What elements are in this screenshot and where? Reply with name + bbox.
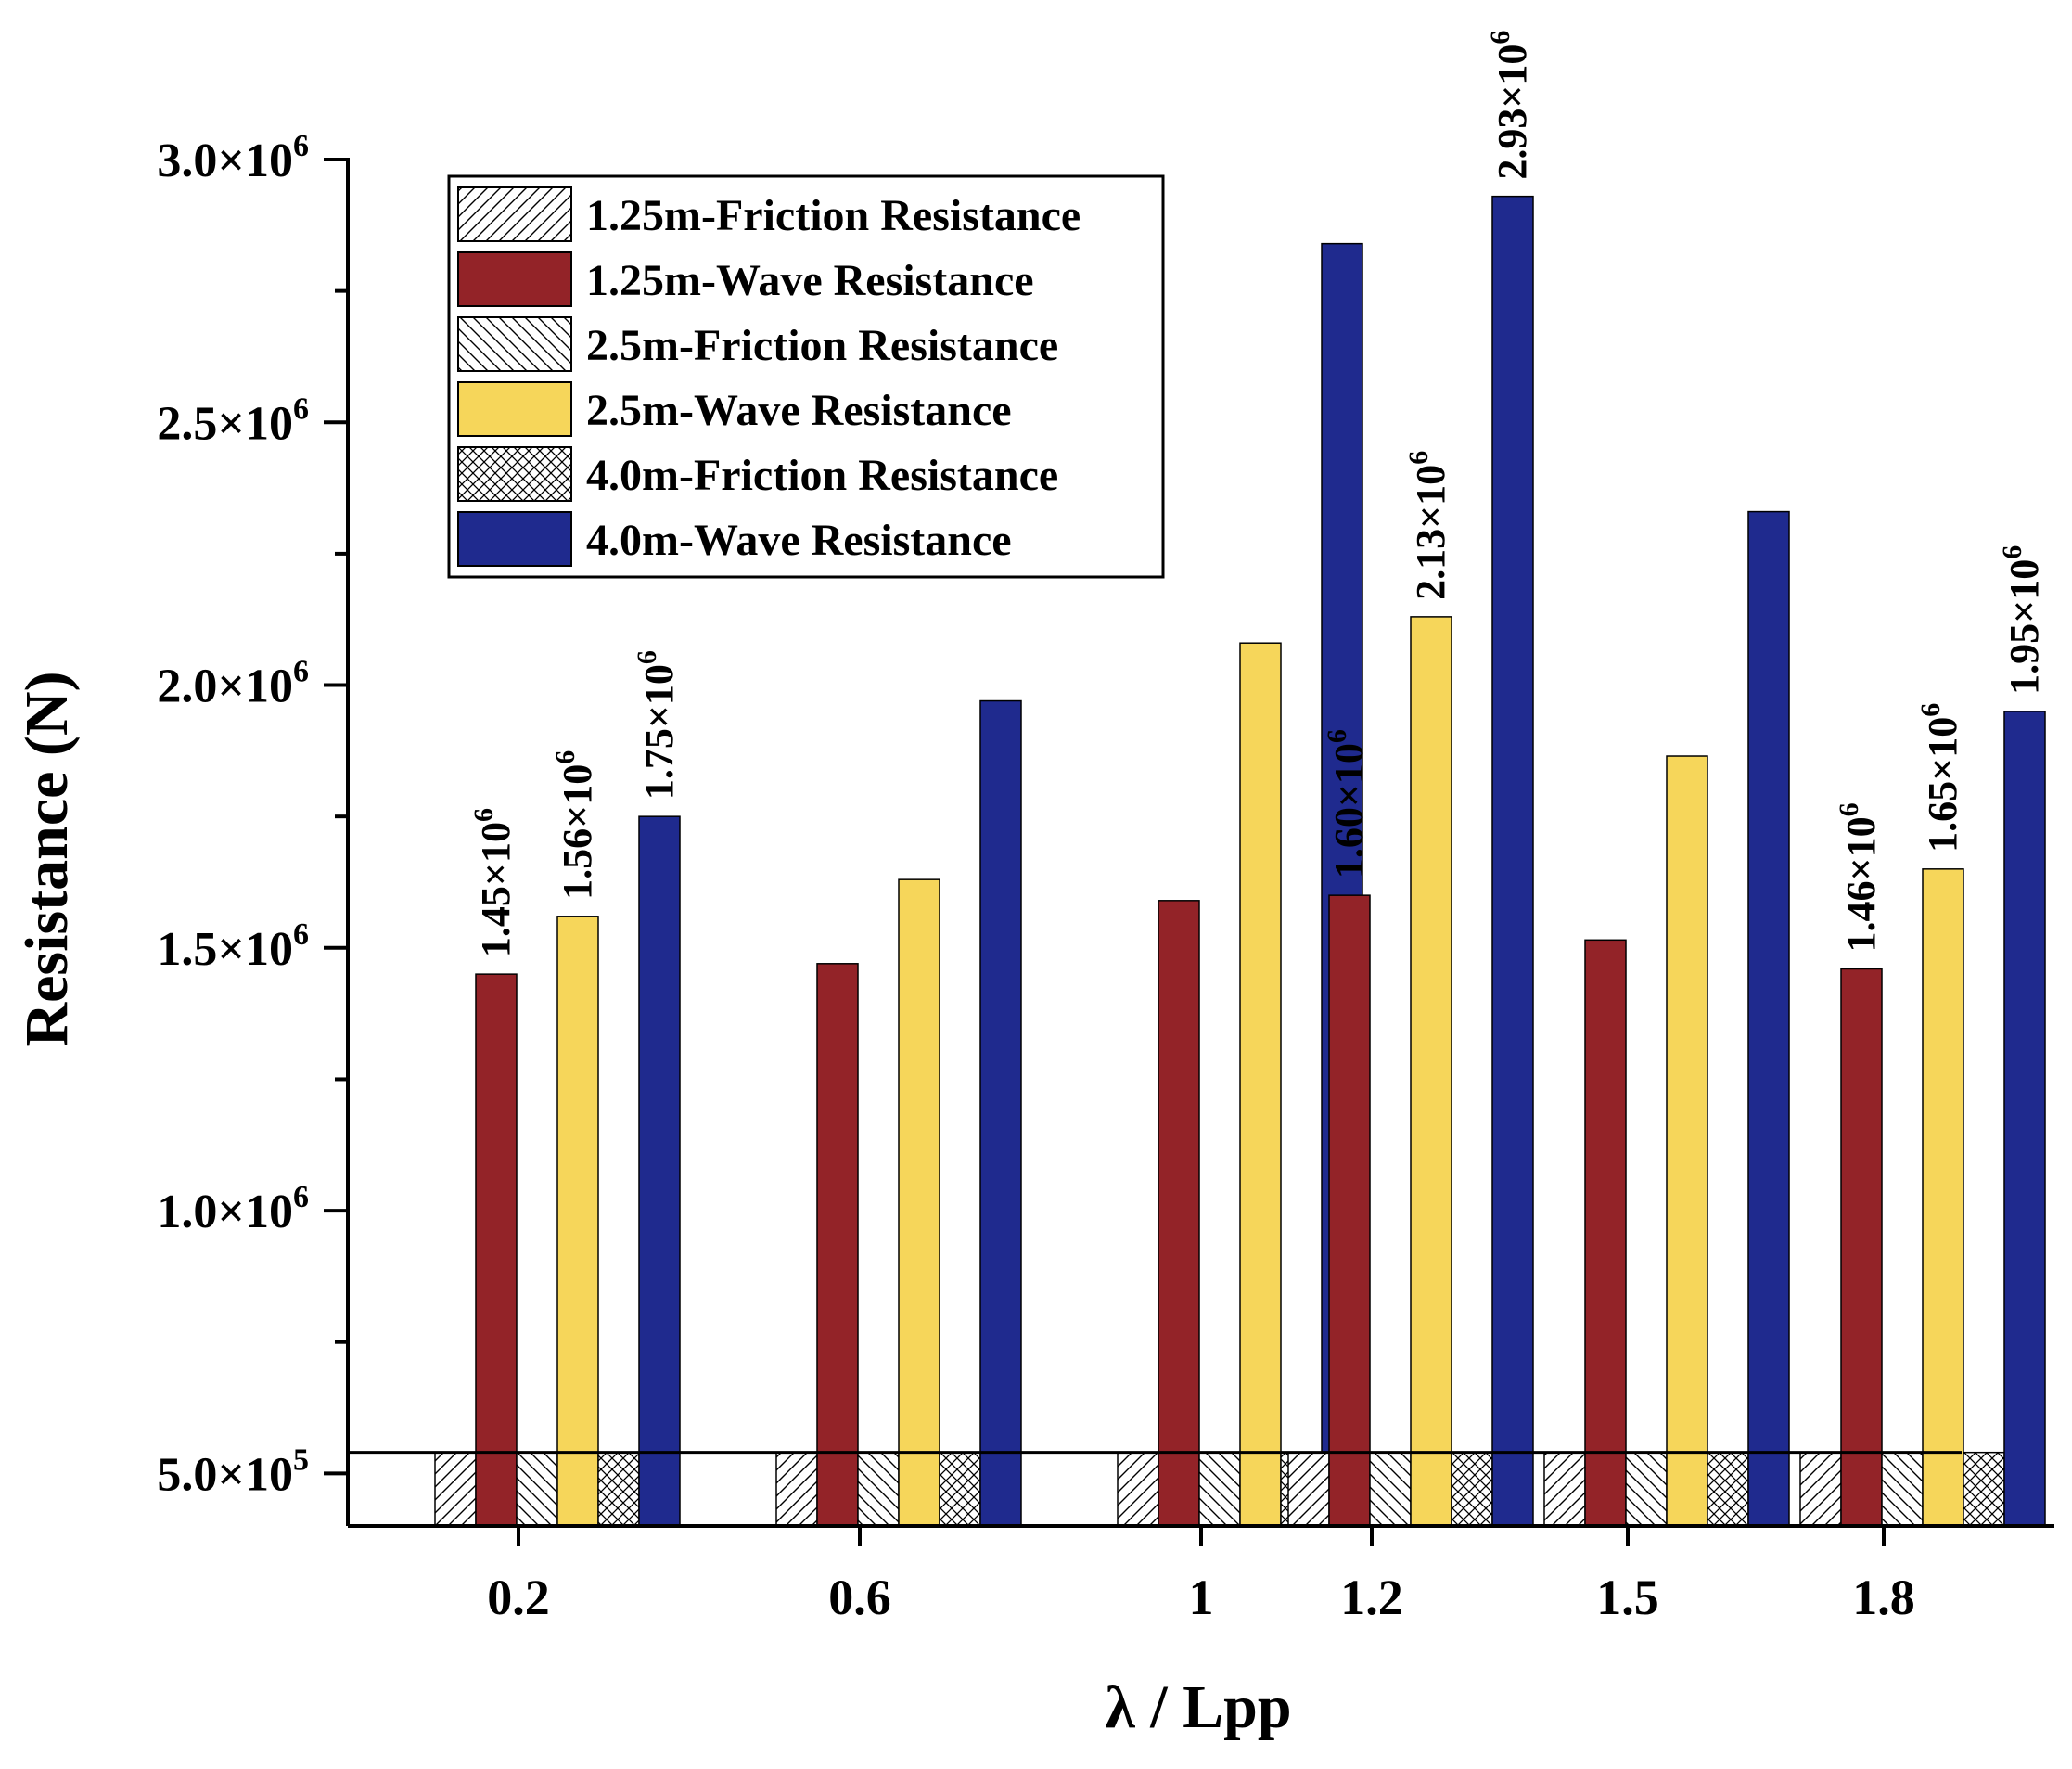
bar-4-0m-wave-resistance-1-2 bbox=[1491, 195, 1534, 1527]
x-tick-label: 1.8 bbox=[1852, 1570, 1915, 1625]
data-label-1-25m-wave-resistance-0-2: 1.45×106 bbox=[468, 808, 518, 957]
legend-swatch-2-5m-wave-resistance bbox=[457, 381, 572, 437]
legend-swatch-2-5m-friction-resistance bbox=[457, 316, 572, 372]
bar-2-5m-friction-resistance-1-2 bbox=[1369, 1451, 1412, 1527]
legend-label-4-0m-friction-resistance: 4.0m-Friction Resistance bbox=[586, 451, 1058, 500]
bars-layer bbox=[434, 195, 2046, 1527]
legend-label-2-5m-friction-resistance: 2.5m-Friction Resistance bbox=[586, 321, 1058, 370]
y-tick-label: 3.0×106 bbox=[157, 129, 309, 187]
data-labels-layer: 1.45×106 1.56×106 1.75×106 1.60×106 2.13×106… bbox=[468, 31, 2047, 958]
bar-4-0m-friction-resistance-1-2 bbox=[1451, 1451, 1493, 1527]
x-axis-title: λ / Lpp bbox=[1105, 1673, 1291, 1741]
y-axis-title: Resistance (N) bbox=[13, 671, 81, 1046]
bar-4-0m-friction-resistance-1-5 bbox=[1707, 1451, 1749, 1527]
bar-2-5m-wave-resistance-0-6 bbox=[898, 878, 940, 1527]
data-label-2-5m-wave-resistance-1-2: 2.13×106 bbox=[1403, 451, 1453, 600]
bar-1-25m-friction-resistance-1-5 bbox=[1543, 1451, 1586, 1527]
bar-1-25m-wave-resistance-1-5 bbox=[1584, 939, 1627, 1527]
legend-label-2-5m-wave-resistance: 2.5m-Wave Resistance bbox=[586, 386, 1012, 435]
bar-2-5m-friction-resistance-0-6 bbox=[857, 1451, 900, 1527]
data-label-2-5m-wave-resistance-0-2: 1.56×106 bbox=[550, 750, 600, 900]
x-tick-label: 0.2 bbox=[487, 1570, 550, 1625]
x-tick-label: 1.2 bbox=[1340, 1570, 1403, 1625]
legend-label-1-25m-friction-resistance: 1.25m-Friction Resistance bbox=[586, 191, 1081, 240]
bar-2-5m-friction-resistance-0-2 bbox=[516, 1451, 558, 1527]
bar-1-25m-friction-resistance-1 bbox=[1117, 1451, 1159, 1527]
bar-4-0m-friction-resistance-1-8 bbox=[1963, 1451, 2005, 1527]
data-label-4-0m-wave-resistance-0-2: 1.75×106 bbox=[632, 650, 682, 800]
y-tick-label: 1.0×106 bbox=[157, 1180, 309, 1238]
bar-1-25m-wave-resistance-1-2 bbox=[1328, 894, 1371, 1527]
legend-swatch-1-25m-wave-resistance bbox=[457, 251, 572, 307]
bar-1-25m-wave-resistance-1 bbox=[1158, 900, 1200, 1527]
bar-1-25m-friction-resistance-1-2 bbox=[1287, 1451, 1330, 1527]
bar-2-5m-wave-resistance-1-2 bbox=[1410, 616, 1452, 1527]
bar-1-25m-friction-resistance-1-8 bbox=[1799, 1451, 1842, 1527]
data-label-1-25m-wave-resistance-1-2: 1.60×106 bbox=[1322, 729, 1372, 878]
bar-4-0m-wave-resistance-1-5 bbox=[1747, 510, 1790, 1527]
legend: 1.25m-Friction Resistance 1.25m-Wave Resi… bbox=[447, 174, 1165, 579]
bar-4-0m-friction-resistance-0-2 bbox=[597, 1451, 640, 1527]
x-tick-label: 1.5 bbox=[1596, 1570, 1659, 1625]
y-tick-label: 2.0×106 bbox=[157, 655, 309, 713]
bar-1-25m-wave-resistance-0-6 bbox=[816, 963, 859, 1527]
legend-swatch-4-0m-wave-resistance bbox=[457, 511, 572, 567]
data-label-2-5m-wave-resistance-1-8: 1.65×106 bbox=[1915, 703, 1965, 852]
bar-2-5m-friction-resistance-1-8 bbox=[1881, 1451, 1924, 1527]
y-tick-label: 5.0×105 bbox=[157, 1442, 309, 1501]
legend-swatch-1-25m-friction-resistance bbox=[457, 186, 572, 242]
data-label-1-25m-wave-resistance-1-8: 1.46×106 bbox=[1834, 802, 1884, 952]
data-label-4-0m-wave-resistance-1-2: 2.93×106 bbox=[1485, 31, 1535, 180]
bar-1-25m-wave-resistance-1-8 bbox=[1840, 968, 1883, 1527]
y-tick-label: 2.5×106 bbox=[157, 391, 309, 450]
legend-label-4-0m-wave-resistance: 4.0m-Wave Resistance bbox=[586, 516, 1012, 565]
axes-layer: 5.0×105 1.0×106 1.5×106 2.0×106 2.5×106 3.0×1… bbox=[157, 129, 2054, 1625]
bar-1-25m-friction-resistance-0-6 bbox=[775, 1451, 818, 1527]
bar-1-25m-friction-resistance-0-2 bbox=[434, 1451, 477, 1527]
bar-2-5m-wave-resistance-1-8 bbox=[1922, 868, 1964, 1527]
data-label-4-0m-wave-resistance-1-8: 1.95×106 bbox=[1997, 545, 2047, 695]
legend-swatch-4-0m-friction-resistance bbox=[457, 446, 572, 502]
legend-box bbox=[447, 174, 1165, 579]
bar-4-0m-wave-resistance-1-8 bbox=[2003, 711, 2046, 1527]
y-tick-label: 1.5×106 bbox=[157, 917, 309, 976]
bar-1-25m-wave-resistance-0-2 bbox=[475, 973, 518, 1527]
bar-4-0m-wave-resistance-0-2 bbox=[638, 815, 681, 1527]
x-tick-label: 1 bbox=[1189, 1570, 1214, 1625]
bar-2-5m-wave-resistance-1 bbox=[1239, 642, 1282, 1527]
legend-label-1-25m-wave-resistance: 1.25m-Wave Resistance bbox=[586, 256, 1034, 305]
bar-2-5m-friction-resistance-1 bbox=[1198, 1451, 1241, 1527]
bar-4-0m-wave-resistance-0-6 bbox=[979, 699, 1022, 1527]
bar-2-5m-wave-resistance-1-5 bbox=[1666, 755, 1708, 1527]
bar-2-5m-wave-resistance-0-2 bbox=[556, 916, 599, 1527]
bar-4-0m-friction-resistance-0-6 bbox=[939, 1451, 981, 1527]
x-tick-label: 0.6 bbox=[828, 1570, 891, 1625]
bar-2-5m-friction-resistance-1-5 bbox=[1625, 1451, 1668, 1527]
